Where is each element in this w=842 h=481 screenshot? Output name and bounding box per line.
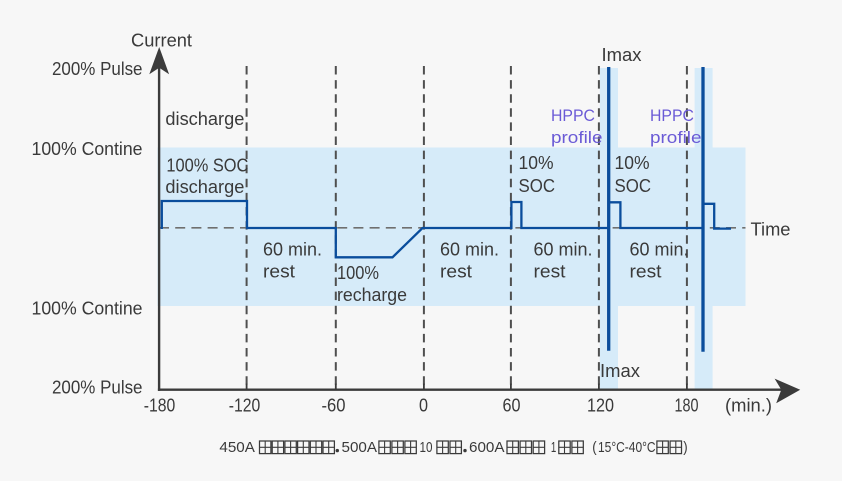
svg-text:500A: 500A [342,439,378,456]
svg-text:Imax: Imax [602,45,642,65]
svg-text:450A: 450A [219,439,255,456]
svg-text:200% Pulse: 200% Pulse [52,59,143,79]
svg-text:rest: rest [534,262,566,282]
svg-text:200% Pulse: 200% Pulse [52,377,143,397]
svg-text:rest: rest [630,262,662,282]
svg-text:10%: 10% [615,153,650,173]
svg-text:HPPC: HPPC [650,106,694,125]
svg-text:rest: rest [440,262,472,282]
svg-text:-60: -60 [322,396,346,416]
svg-text:-180: -180 [144,396,176,416]
svg-text:SOC: SOC [615,176,652,196]
svg-text:profile: profile [650,128,702,147]
svg-text:(min.): (min.) [725,396,772,416]
svg-text:recharge: recharge [337,285,407,305]
svg-text:100% SOC: 100% SOC [166,156,248,176]
svg-text:Current: Current [131,31,192,51]
svg-text:600A: 600A [469,439,505,456]
svg-text:60 min.: 60 min. [534,240,593,260]
svg-text:60 min.: 60 min. [440,240,499,260]
svg-text:180: 180 [675,396,699,416]
svg-text:rest: rest [263,262,295,282]
svg-text:-120: -120 [229,396,261,416]
svg-text:Imax: Imax [600,361,640,381]
svg-text:1: 1 [551,439,556,456]
svg-text:discharge: discharge [165,109,244,129]
svg-text:0: 0 [419,396,428,416]
svg-text:100% Contine: 100% Contine [32,139,143,159]
svg-text:15°C-40°C: 15°C-40°C [598,439,656,456]
svg-text:(: ( [592,439,596,456]
svg-text:100%: 100% [337,263,379,283]
svg-text:60 min.: 60 min. [263,240,322,260]
svg-text:SOC: SOC [519,176,556,196]
svg-text:profile: profile [551,128,603,147]
svg-text:): ) [683,439,687,456]
svg-text:discharge: discharge [165,177,244,197]
svg-text:60 min.: 60 min. [630,240,689,260]
svg-text:10: 10 [420,439,433,456]
svg-text:HPPC: HPPC [551,106,595,125]
svg-text:10%: 10% [519,153,554,173]
svg-text:100% Contine: 100% Contine [32,299,143,319]
svg-text:Time: Time [751,220,791,240]
svg-text:60: 60 [503,396,521,416]
svg-text:120: 120 [587,396,614,416]
